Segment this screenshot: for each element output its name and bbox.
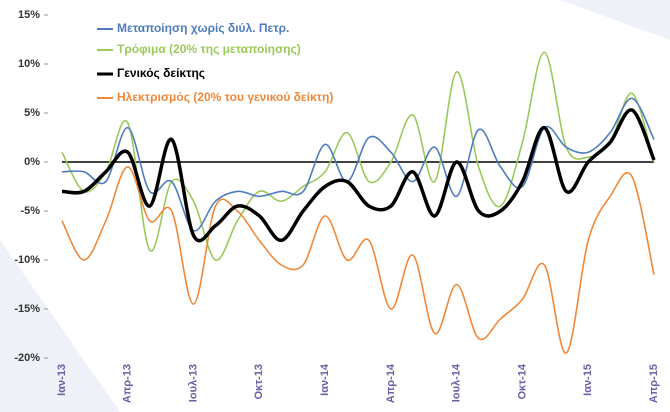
y-tick-label: 10% xyxy=(18,58,40,70)
y-tick-label: -5% xyxy=(20,205,40,217)
legend-label: Τρόφιμα (20% της μεταποίησης) xyxy=(117,42,301,56)
series-line xyxy=(61,97,655,232)
y-tick-label: -15% xyxy=(14,303,40,315)
y-tick-label: 5% xyxy=(24,107,40,119)
x-tick-label: Απρ-14 xyxy=(385,363,397,403)
series-line xyxy=(61,108,656,243)
x-tick-label: Οκτ-14 xyxy=(516,363,528,399)
y-tick-label: 0% xyxy=(24,156,40,168)
y-tick-label: -10% xyxy=(14,254,40,266)
background-shape xyxy=(0,240,120,412)
x-tick-label: Ιαν-15 xyxy=(582,364,594,396)
y-tick-label: -20% xyxy=(14,352,40,364)
legend-label: Μεταποίηση χωρίς διύλ. Πετρ. xyxy=(117,21,289,35)
x-tick-label: Ιαν-14 xyxy=(319,363,331,396)
x-tick-label: Ιουλ-14 xyxy=(451,363,463,402)
x-tick-label: Απρ-13 xyxy=(122,364,134,403)
x-tick-label: Οκτ-13 xyxy=(253,364,265,400)
x-tick-label: Απρ-15 xyxy=(648,364,660,403)
series-line xyxy=(61,51,655,261)
x-tick-label: Ιαν-13 xyxy=(56,364,68,396)
series-line xyxy=(61,166,655,354)
background-shape xyxy=(560,0,670,40)
legend-label: Ηλεκτρισμός (20% του γενικού δείκτη) xyxy=(117,90,333,104)
y-tick-label: 15% xyxy=(18,9,40,21)
x-tick-label: Ιουλ-13 xyxy=(187,364,199,402)
legend-label: Γενικός δείκτης xyxy=(117,66,205,80)
